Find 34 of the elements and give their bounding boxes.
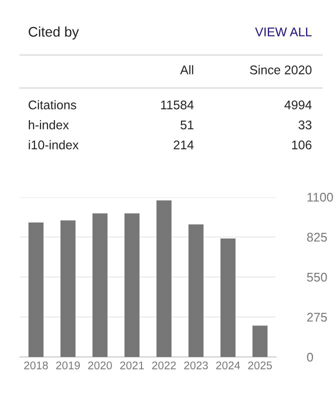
y-tick-label: 825: [307, 232, 327, 242]
y-tick-label: 1100: [308, 192, 333, 202]
x-tick-label: 2023: [184, 361, 208, 370]
x-tick-label: 2018: [24, 361, 48, 370]
y-tick-label: 550: [307, 272, 327, 282]
text: Cited by: [28, 26, 79, 40]
bar: [28, 222, 44, 357]
y-tick-label: 0: [307, 352, 314, 362]
bar: [156, 200, 172, 357]
text: 214: [174, 140, 194, 150]
y-tick-label: 275: [307, 312, 327, 322]
text: 106: [292, 140, 312, 150]
x-tick-label: 2019: [56, 361, 80, 370]
x-tick-label: 2025: [248, 361, 272, 370]
bar: [60, 220, 76, 357]
text: VIEW ALL: [255, 28, 312, 36]
text: Citations: [28, 100, 76, 110]
bar: [252, 326, 268, 357]
bar: [188, 224, 204, 357]
bar: [92, 213, 108, 357]
text: 4994: [284, 100, 312, 110]
x-tick-label: 2024: [216, 361, 240, 370]
text: 11584: [161, 100, 194, 110]
x-tick-label: 2020: [88, 361, 112, 370]
x-tick-label: 2021: [120, 361, 144, 370]
x-tick-label: 2022: [152, 361, 176, 370]
text: h-index: [28, 120, 69, 130]
text: 33: [298, 120, 312, 130]
text: Since 2020: [250, 65, 312, 74]
bar: [124, 213, 140, 357]
text: 51: [180, 120, 194, 130]
text: i10-index: [28, 140, 79, 150]
text: All: [180, 65, 194, 74]
bar: [220, 238, 236, 357]
